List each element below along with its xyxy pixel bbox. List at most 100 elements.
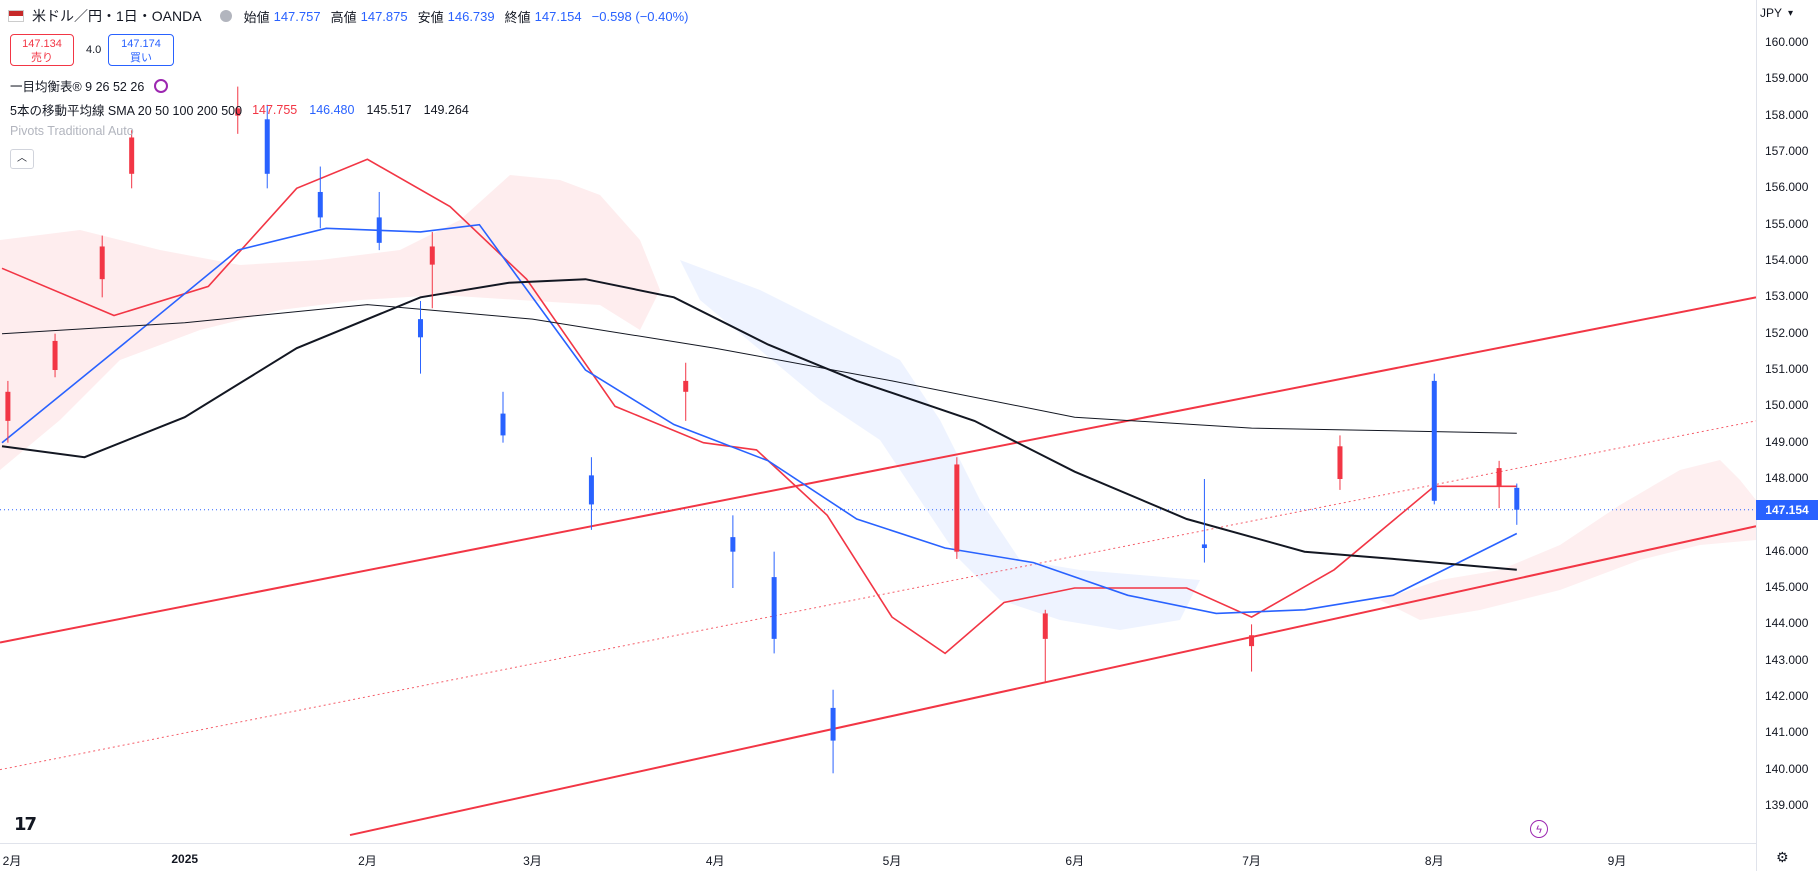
channel-lower-line <box>349 525 1756 837</box>
current-price-badge: 147.154 <box>1756 499 1818 520</box>
buy-label: 買い <box>130 52 152 64</box>
buy-button[interactable]: 147.174 買い <box>108 34 174 66</box>
candle-body <box>500 413 506 436</box>
sell-label: 売り <box>31 52 53 64</box>
price-tick-label: 156.000 <box>1765 180 1809 195</box>
kumo-bull-area <box>680 260 1200 630</box>
candle-body <box>683 380 689 392</box>
time-tick-label: 3月 <box>523 854 542 868</box>
price-tick-label: 139.000 <box>1765 798 1809 812</box>
sell-price: 147.134 <box>22 38 62 50</box>
sma50-line <box>1 223 1518 615</box>
sma100-value: 145.517 <box>366 102 412 117</box>
collapse-legend-button[interactable]: ︿ <box>10 149 34 169</box>
candle-body <box>1042 613 1048 639</box>
price-chart-canvas[interactable] <box>0 0 1756 843</box>
sma20-line <box>1 158 1517 655</box>
chevron-up-icon: ︿ <box>17 153 27 164</box>
candle-body <box>99 246 105 280</box>
price-tick-label: 140.000 <box>1765 761 1809 776</box>
channel-upper-line <box>0 296 1756 644</box>
chevron-down-icon: ▾ <box>1788 7 1794 19</box>
candle-body <box>376 217 382 243</box>
high-label: 高値 <box>330 9 357 25</box>
low-value: 146.739 <box>447 8 495 24</box>
time-tick-label: 9月 <box>1607 854 1627 868</box>
price-tick-label: 144.000 <box>1765 616 1809 631</box>
currency-selector[interactable]: JPY ▾ <box>1760 6 1793 20</box>
price-tick-label: 148.000 <box>1765 471 1809 485</box>
candle-body <box>1249 635 1255 647</box>
candle-body <box>771 577 777 639</box>
price-tick-label: 155.000 <box>1765 216 1809 231</box>
kumo-future-area <box>1380 460 1756 620</box>
time-tick-label: 2月 <box>2 854 22 868</box>
candle-body <box>129 137 135 174</box>
price-tick-label: 146.000 <box>1765 543 1809 558</box>
sma200-value: 149.264 <box>423 102 469 117</box>
price-tick-label: 154.000 <box>1765 253 1809 267</box>
price-tick-label: 159.000 <box>1765 71 1809 86</box>
currency-flag-icon <box>8 10 24 22</box>
sma20-value: 147.755 <box>252 102 298 117</box>
price-tick-label: 151.000 <box>1765 362 1809 376</box>
indicator-sma[interactable]: 5本の移動平均線 SMA 20 50 100 200 500 147.755 1… <box>10 100 469 119</box>
candle-body <box>954 464 960 552</box>
candle-body <box>1431 380 1437 501</box>
open-value: 147.757 <box>273 8 321 24</box>
price-tick-label: 143.000 <box>1765 652 1809 667</box>
sell-button[interactable]: 147.134 売り <box>10 34 74 66</box>
price-tick-label: 160.000 <box>1765 35 1809 49</box>
price-tick-label: 152.000 <box>1765 325 1809 340</box>
price-tick-label: 158.000 <box>1765 107 1809 122</box>
sma100-line <box>1 278 1517 571</box>
price-tick-label: 157.000 <box>1765 144 1809 158</box>
candle-body <box>264 119 270 174</box>
candle-body <box>588 475 594 505</box>
indicator-ichimoku[interactable]: 一目均衡表® 9 26 52 26 <box>10 76 169 95</box>
close-value: 147.154 <box>534 8 582 24</box>
settings-gear-icon[interactable]: ⚙ <box>1776 849 1789 865</box>
sync-icon[interactable] <box>154 78 169 93</box>
time-tick-label: 4月 <box>705 854 725 868</box>
price-tick-label: 141.000 <box>1765 725 1809 740</box>
indicator-pivots[interactable]: Pivots Traditional Auto <box>10 124 134 138</box>
candle-body <box>830 707 836 741</box>
change-value: −0.598 (−0.40%) <box>591 8 689 24</box>
time-tick-label: 2025 <box>171 852 199 866</box>
pivots-label: Pivots Traditional Auto <box>10 124 134 138</box>
price-axis[interactable]: 160.000 159.000 158.000 157.000 156.000 155.0… <box>1756 0 1819 871</box>
low-label: 安値 <box>417 9 444 25</box>
spread-value: 4.0 <box>86 44 102 56</box>
time-tick-label: 5月 <box>882 854 902 868</box>
candle-body <box>1337 446 1343 479</box>
candle-body <box>52 340 58 370</box>
symbol-title[interactable]: 米ドル／円・1日・OANDA <box>32 8 202 24</box>
price-tick-label: 142.000 <box>1765 689 1809 703</box>
candle-body <box>429 246 435 265</box>
price-tick-label: 150.000 <box>1765 398 1809 413</box>
sma50-value: 146.480 <box>309 102 355 117</box>
lightning-icon[interactable]: ϟ <box>1530 820 1548 838</box>
candle-body <box>235 108 241 116</box>
candle-body <box>1514 487 1520 510</box>
time-tick-label: 8月 <box>1424 854 1444 868</box>
time-tick-label: 6月 <box>1065 854 1085 868</box>
tradingview-logo-icon[interactable]: 𝟭𝟳 <box>14 814 37 834</box>
candle-body <box>1201 544 1207 549</box>
currency-label: JPY <box>1760 6 1783 20</box>
high-value: 147.875 <box>360 8 408 24</box>
time-tick-label: 2月 <box>358 854 377 868</box>
price-tick-label: 153.000 <box>1765 289 1809 304</box>
time-axis[interactable]: 2月 2025 2月 3月 4月 5月 6月 7月 8月 9月 <box>0 843 1756 872</box>
ichimoku-label: 一目均衡表® 9 26 52 26 <box>10 80 145 94</box>
open-label: 始値 <box>243 9 270 25</box>
time-tick-label: 7月 <box>1242 854 1261 868</box>
sma200-line <box>1 304 1517 434</box>
kumo-bear-area <box>0 175 660 470</box>
price-tick-label: 149.000 <box>1765 434 1809 449</box>
candle-body <box>1496 468 1502 487</box>
candle-body <box>317 191 323 218</box>
candle-body <box>730 537 736 552</box>
candle-body <box>5 391 11 421</box>
